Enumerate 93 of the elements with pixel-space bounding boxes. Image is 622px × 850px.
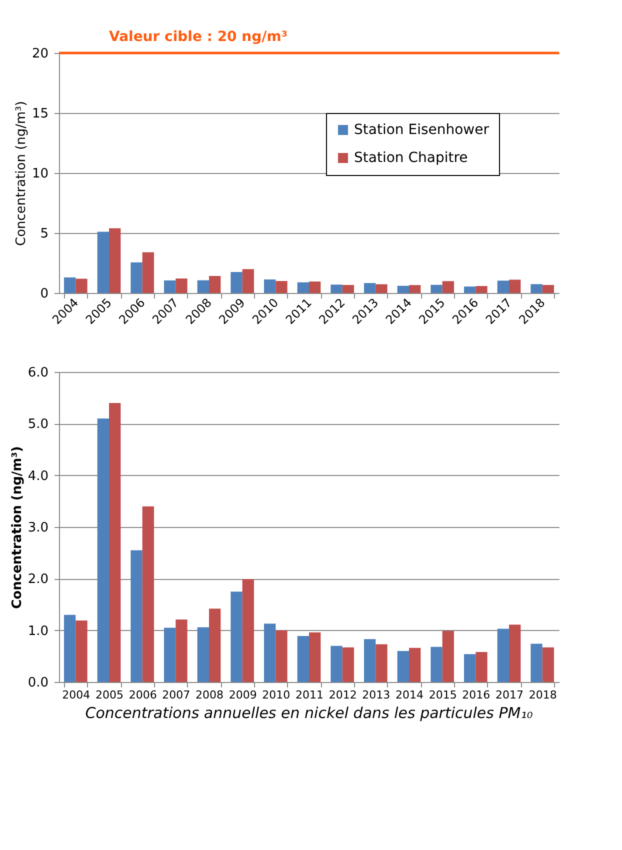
bar [330,284,342,293]
bar [297,282,309,293]
y-tick-label: 1.0 [28,624,48,639]
bar [130,262,142,293]
y-tick-label: 10 [32,166,48,182]
bar [430,646,442,682]
bar [476,286,488,293]
bar [309,281,321,293]
bar [176,278,188,293]
bar [464,654,476,682]
y-tick-label: 5 [40,226,48,242]
bar [509,624,521,682]
bar [497,280,509,293]
bar [230,272,242,293]
bar [276,630,288,682]
legend-label: Station Eisenhower [354,122,490,138]
bar [430,284,442,293]
x-tick-label: 2014 [396,688,424,702]
x-tick-label: 2015 [428,688,457,702]
bar [230,592,242,682]
bar [497,628,509,682]
bar [176,619,188,682]
x-tick-label: 2004 [62,688,90,702]
bar [76,278,88,293]
y-tick-label: 15 [32,106,48,122]
y-tick-label: 3.0 [28,520,48,536]
x-tick-label: 2013 [362,688,390,702]
x-tick-label: 2006 [128,688,157,702]
bar [342,647,354,682]
x-tick-label: 2012 [328,688,357,702]
ref-line-label: Valeur cible : 20 ng/m³ [109,29,288,45]
bar [376,644,388,682]
y-tick-label: 5.0 [28,417,48,432]
bar [376,284,388,293]
bar [242,269,254,293]
y-axis-title: Concentration (ng/m³) [10,446,25,609]
bar [264,279,276,293]
x-tick-label: 2018 [528,688,557,702]
bar [464,286,476,293]
bar [442,630,454,682]
bar [530,284,542,293]
x-tick-label: 2005 [96,688,124,702]
bar [397,651,409,682]
bar [109,403,121,682]
bar [309,632,321,682]
bar [264,624,276,682]
y-tick-label: 0 [40,286,48,302]
bar [76,620,88,682]
y-tick-label: 6.0 [28,366,48,380]
bar [64,614,76,682]
bar [476,652,488,682]
x-tick-label: 2009 [228,688,257,702]
bar [64,277,76,293]
x-tick-label: 2008 [196,688,224,702]
y-tick-label: 0.0 [28,676,48,690]
bar [330,646,342,682]
bar [409,648,421,682]
bar [142,252,154,293]
bar [242,579,254,682]
bar [364,283,376,293]
bar [442,281,454,293]
bar [297,636,309,682]
bar [197,280,209,293]
legend-label: Station Chapitre [354,150,468,166]
x-tick-label: 2017 [496,688,524,702]
bar [164,280,176,293]
bar [542,647,554,682]
y-tick-label: 2.0 [28,572,48,588]
bar [164,628,176,682]
y-tick-label: 4.0 [28,468,48,484]
x-tick-label: 2010 [262,688,290,702]
bar [397,286,409,293]
text: Concentrations annuelles en nickel dans les particules PM₁₀ [85,704,533,722]
bar [97,418,109,682]
bar [209,608,221,682]
bar [142,506,154,682]
bar [542,284,554,293]
bar [209,276,221,293]
bar [409,285,421,293]
y-axis-title: Concentration (ng/m³) [14,101,29,246]
bar [364,639,376,682]
bar [530,644,542,682]
x-tick-label: 2007 [162,688,190,702]
y-tick-label: 20 [32,46,48,62]
bar [276,281,288,293]
bar [109,228,121,293]
bar [130,550,142,682]
bar [97,232,109,293]
x-tick-label: 2016 [462,688,490,702]
bar [197,627,209,682]
bar [342,284,354,293]
x-tick-label: 2011 [296,688,324,702]
bar [509,280,521,293]
